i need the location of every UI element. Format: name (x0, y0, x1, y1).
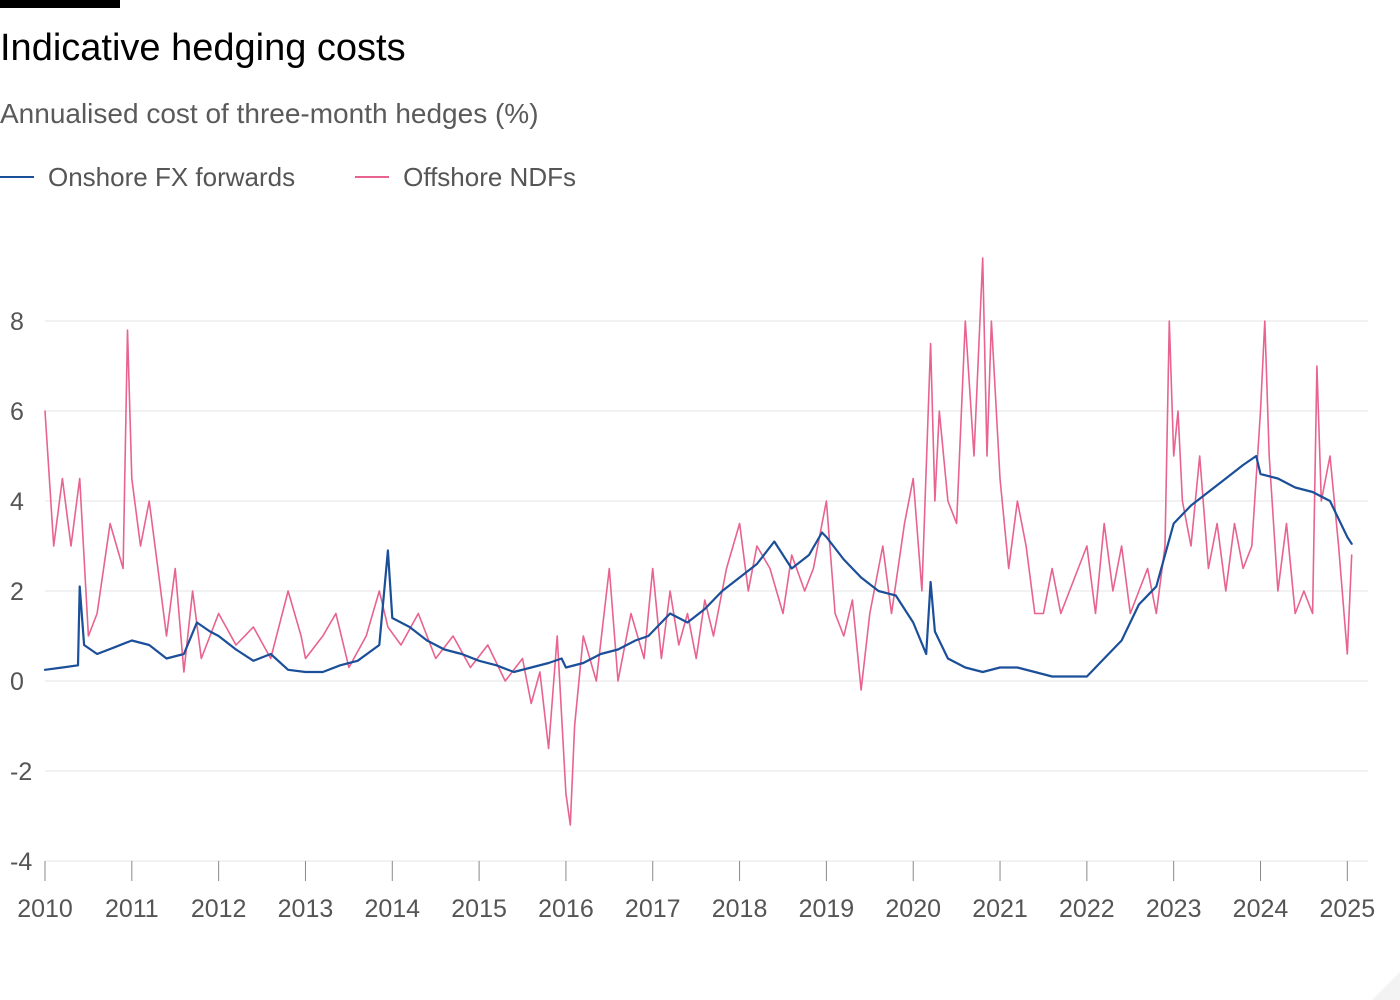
x-tick-label-2015: 2015 (451, 895, 507, 923)
x-tick-label-2024: 2024 (1233, 895, 1289, 923)
legend-item-offshore: Offshore NDFs (355, 162, 576, 193)
x-tick-label-2023: 2023 (1146, 895, 1202, 923)
legend-label-onshore: Onshore FX forwards (48, 161, 296, 192)
x-tick-label-2025: 2025 (1320, 895, 1376, 923)
x-tick-label-2017: 2017 (625, 895, 681, 923)
chart-title: Indicative hedging costs (0, 27, 406, 69)
legend: Onshore FX forwards Offshore NDFs (0, 158, 636, 196)
y-tick-label--4: -4 (10, 848, 32, 876)
legend-label-offshore: Offshore NDFs (403, 161, 576, 192)
y-tick-label-0: 0 (10, 668, 24, 696)
x-tick-label-2020: 2020 (885, 895, 941, 923)
x-tick-label-2013: 2013 (278, 895, 334, 923)
x-tick-label-2016: 2016 (538, 895, 594, 923)
chart-subtitle: Annualised cost of three-month hedges (%… (0, 98, 539, 129)
y-tick-label-4: 4 (10, 488, 24, 516)
brand-bar (0, 0, 120, 8)
x-tick-label-2021: 2021 (972, 895, 1028, 923)
series-line-onshore (43, 454, 1353, 678)
series-line-offshore (44, 257, 1353, 826)
page-curl-mark (1372, 972, 1400, 1000)
legend-swatch-offshore (355, 176, 390, 178)
y-tick-label-2: 2 (10, 578, 24, 606)
x-tick-label-2012: 2012 (191, 895, 247, 923)
legend-item-onshore: Onshore FX forwards (0, 162, 295, 193)
x-tick-label-2011: 2011 (105, 895, 159, 923)
y-tick-label-8: 8 (10, 308, 24, 336)
legend-swatch-onshore (0, 176, 34, 178)
x-tick-label-2014: 2014 (364, 895, 420, 923)
x-tick-label-2010: 2010 (17, 895, 73, 923)
x-tick-label-2019: 2019 (799, 895, 855, 923)
x-tick-label-2022: 2022 (1059, 895, 1115, 923)
y-tick-label--2: -2 (10, 758, 32, 786)
x-tick-label-2018: 2018 (712, 895, 768, 923)
y-tick-label-6: 6 (10, 398, 24, 426)
